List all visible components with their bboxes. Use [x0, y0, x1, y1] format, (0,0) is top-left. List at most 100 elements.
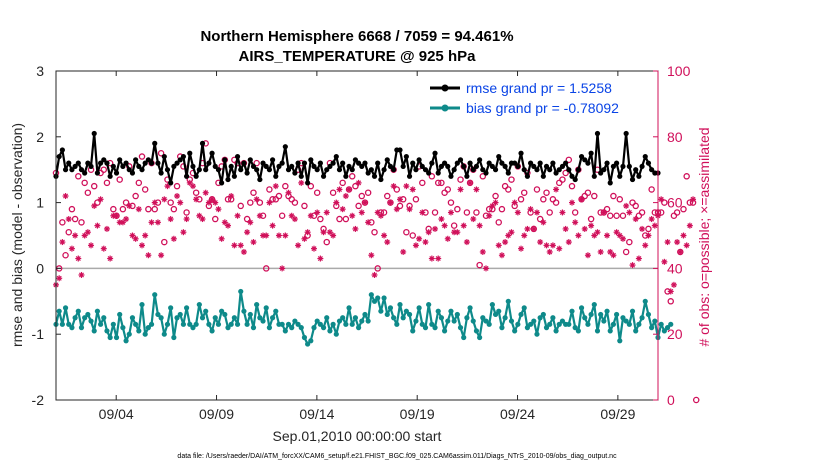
bias-point	[273, 308, 279, 314]
rmse-point	[540, 173, 546, 179]
bias-point	[75, 308, 81, 314]
bias-point	[193, 321, 199, 327]
y-left-tick-label: 3	[36, 63, 44, 79]
rmse-point	[397, 147, 403, 153]
obs-assimilated-marker	[237, 242, 244, 249]
rmse-point	[171, 163, 177, 170]
rmse-point	[378, 176, 384, 183]
obs-possible-marker	[495, 219, 502, 226]
obs-possible-marker	[119, 205, 127, 213]
rmse-point	[209, 150, 215, 156]
obs-assimilated-marker	[479, 248, 486, 255]
obs-possible-marker	[116, 176, 123, 183]
obs-assimilated-marker	[177, 199, 184, 206]
rmse-point	[467, 160, 473, 166]
bias-point	[572, 325, 578, 331]
rmse-point	[311, 163, 317, 170]
bias-point	[492, 311, 499, 318]
rmse-point	[244, 170, 250, 176]
plot-area	[56, 71, 658, 400]
obs-possible-marker	[364, 189, 372, 196]
rmse-point	[168, 180, 174, 186]
obs-assimilated-marker	[511, 199, 518, 206]
rmse-point	[623, 130, 629, 137]
rmse-point	[142, 160, 148, 166]
x-tick-label: 09/24	[500, 406, 535, 422]
bias-point	[346, 305, 352, 311]
obs-possible-marker	[100, 166, 108, 173]
obs-assimilated-marker	[135, 206, 142, 213]
rmse-point	[537, 160, 543, 166]
bias-point	[285, 321, 292, 327]
bias-point	[117, 311, 123, 318]
bias-point	[365, 318, 371, 324]
obs-assimilated-marker	[183, 216, 190, 223]
obs-assimilated-marker	[658, 196, 665, 203]
bias-point	[180, 321, 187, 327]
obs-possible-marker	[65, 228, 72, 236]
obs-assimilated-marker	[330, 232, 337, 239]
rmse-point	[183, 173, 190, 179]
rmse-point	[301, 160, 308, 166]
y-left-tick-label: 0	[36, 260, 44, 276]
obs-possible-marker	[243, 215, 251, 223]
bias-point	[330, 321, 336, 327]
obs-assimilated-marker	[521, 232, 528, 239]
rmse-point	[553, 170, 559, 176]
obs-assimilated-marker	[342, 193, 349, 200]
rmse-point	[234, 153, 241, 160]
rmse-point	[591, 173, 597, 179]
rmse-point	[206, 160, 212, 166]
obs-assimilated-marker	[346, 186, 353, 193]
obs-assimilated-marker	[263, 232, 270, 239]
y-axis-right-label: # of obs: o=possible; ×=assimilated	[696, 127, 712, 346]
obs-assimilated-marker	[84, 229, 91, 236]
obs-assimilated-marker	[349, 212, 356, 219]
obs-assimilated-marker	[279, 265, 286, 272]
bias-point	[282, 328, 288, 334]
obs-assimilated-marker	[444, 235, 451, 242]
obs-assimilated-marker	[272, 183, 279, 190]
obs-assimilated-marker	[88, 242, 95, 249]
obs-possible-marker	[645, 225, 652, 233]
rmse-point	[238, 167, 244, 173]
chart-subtitle: AIRS_TEMPERATURE @ 925 hPa	[239, 48, 477, 65]
bias-point	[279, 321, 285, 327]
rmse-point	[180, 153, 187, 160]
rmse-point	[384, 157, 390, 163]
obs-possible-marker	[62, 251, 69, 259]
obs-assimilated-marker	[381, 232, 388, 239]
obs-possible-marker	[683, 173, 690, 180]
obs-assimilated-marker	[393, 206, 400, 213]
rmse-point	[145, 157, 151, 163]
bias-point	[56, 308, 62, 314]
bias-point	[88, 318, 94, 324]
bias-point	[429, 321, 435, 327]
obs-possible-marker	[536, 215, 544, 223]
obs-assimilated-marker	[546, 248, 553, 255]
obs-assimilated-marker	[483, 265, 489, 272]
obs-assimilated-marker	[56, 275, 63, 282]
obs-possible-marker	[517, 196, 525, 203]
obs-possible-marker	[291, 199, 299, 206]
rmse-point	[588, 150, 594, 156]
obs-possible-marker	[262, 265, 270, 272]
rmse-point	[212, 163, 218, 170]
obs-possible-marker	[371, 228, 378, 236]
obs-assimilated-marker	[126, 202, 133, 209]
bias-point	[113, 334, 120, 341]
rmse-point	[174, 160, 180, 166]
rmse-point	[314, 167, 320, 173]
rmse-point	[547, 167, 553, 173]
obs-assimilated-marker	[457, 186, 464, 193]
bias-point	[94, 308, 101, 314]
bias-point	[199, 315, 206, 321]
obs-assimilated-marker	[406, 206, 413, 213]
bias-point	[129, 315, 136, 321]
bias-point	[610, 321, 617, 327]
bias-point	[260, 318, 266, 324]
bias-point	[620, 315, 626, 321]
obs-possible-marker	[568, 182, 576, 190]
bias-point	[368, 292, 374, 298]
bias-point	[142, 331, 148, 337]
